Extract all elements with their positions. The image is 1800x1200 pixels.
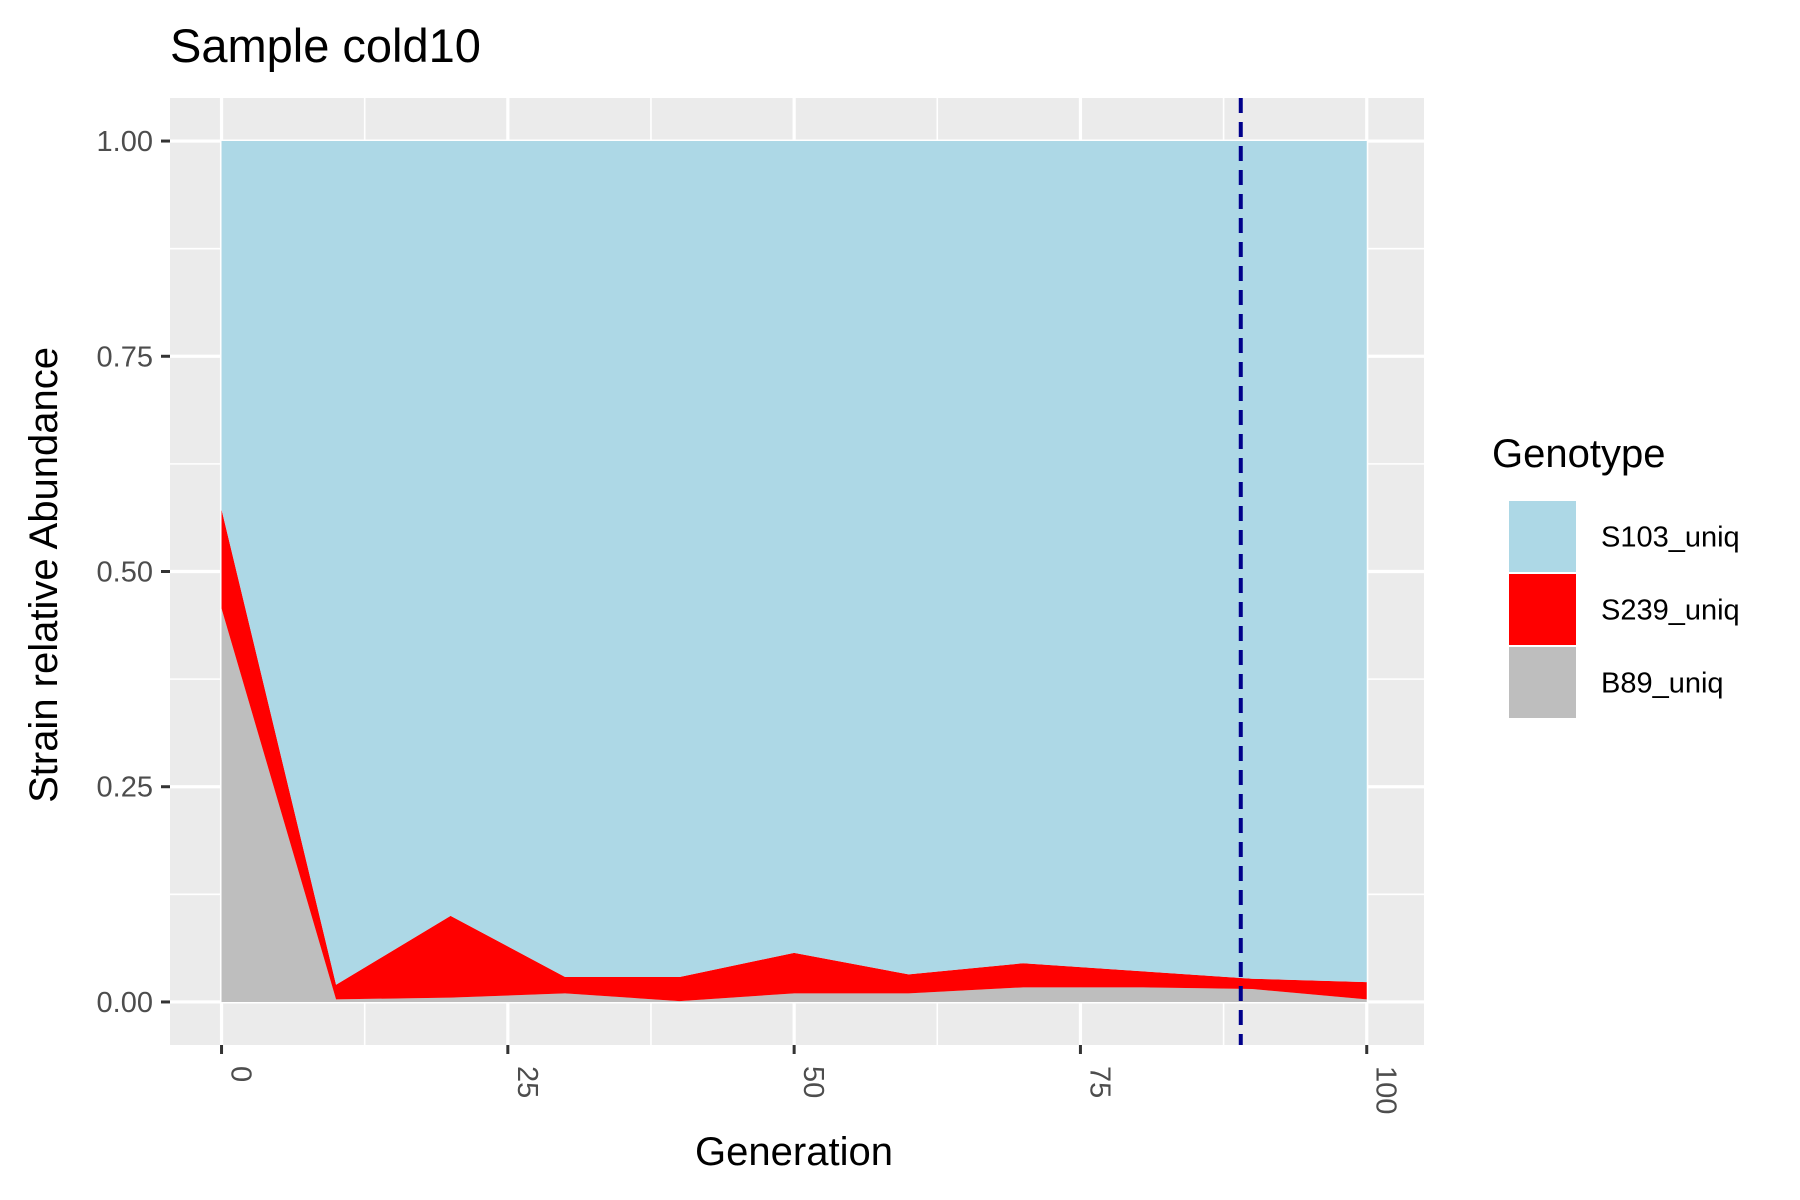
y-tick-label: 0.50 <box>97 557 153 589</box>
legend-label: B89_uniq <box>1601 668 1724 700</box>
legend-title: Genotype <box>1492 432 1665 476</box>
legend-key <box>1507 572 1578 647</box>
x-axis: 0 25 50 75 100 <box>220 1045 1402 1114</box>
x-tick-label: 100 <box>1370 1066 1402 1114</box>
x-tick-label: 25 <box>511 1066 543 1098</box>
x-axis-title: Generation <box>695 1130 893 1174</box>
x-tick-label: 50 <box>797 1066 829 1098</box>
x-tick-label: 75 <box>1083 1066 1115 1098</box>
y-axis: 0.00 0.25 0.50 0.75 1.00 <box>97 126 170 1019</box>
legend-key <box>1507 499 1578 574</box>
y-tick-label: 0.25 <box>97 772 153 804</box>
plot-panel <box>170 98 1424 1045</box>
x-tick-label: 0 <box>225 1066 257 1082</box>
legend-label: S239_uniq <box>1601 595 1740 627</box>
area-s103-uniq <box>221 141 1367 985</box>
legend: Genotype S103_uniq S239_uniq B89_uniq <box>1492 432 1740 720</box>
legend-label: S103_uniq <box>1601 522 1740 554</box>
y-tick-label: 1.00 <box>97 126 153 158</box>
legend-key <box>1507 645 1578 720</box>
y-tick-label: 0.75 <box>97 341 153 373</box>
y-tick-label: 0.00 <box>97 987 153 1019</box>
y-axis-title: Strain relative Abundance <box>22 347 66 803</box>
chart-title: Sample cold10 <box>170 19 481 72</box>
